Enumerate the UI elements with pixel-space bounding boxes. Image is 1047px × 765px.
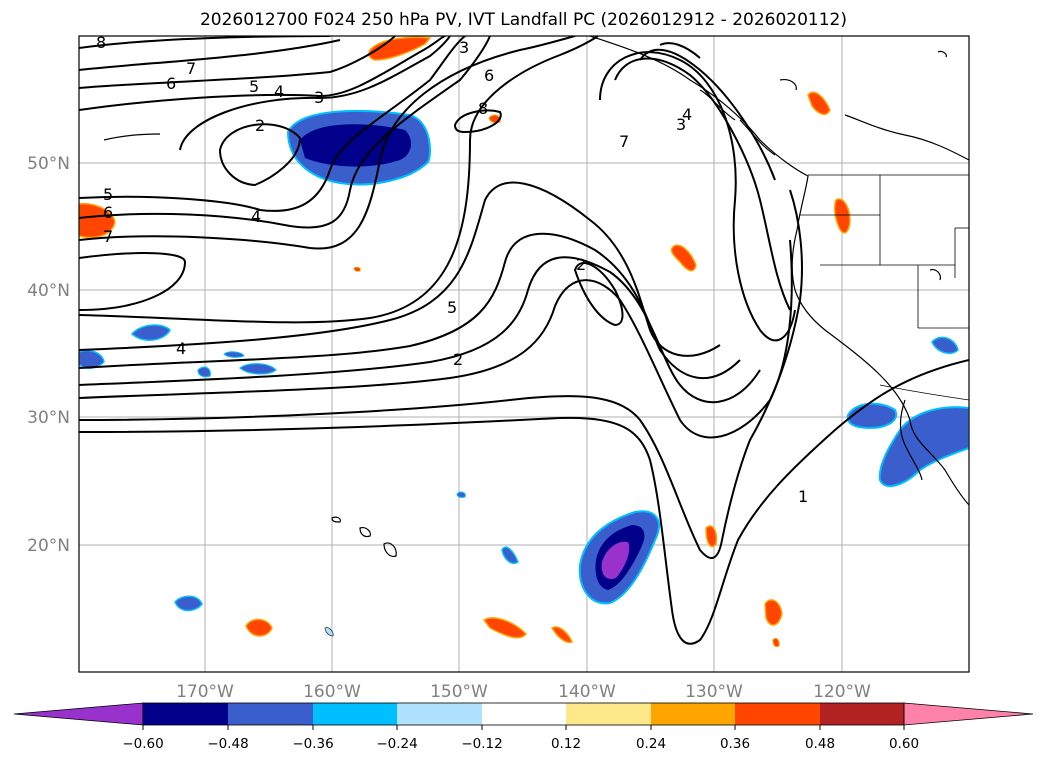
ivt-positive-shading bbox=[79, 36, 851, 648]
contour-label: 4 bbox=[176, 339, 186, 358]
contour-label: 8 bbox=[478, 99, 488, 118]
contour-label: 7 bbox=[103, 227, 113, 246]
contour-label: 7 bbox=[186, 59, 196, 78]
lat-axis-labels: 50°N 40°N 30°N 20°N bbox=[27, 154, 70, 556]
colorbar-tick-label: 0.36 bbox=[720, 736, 750, 752]
contour-label: 3 bbox=[314, 88, 324, 107]
colorbar-segment bbox=[566, 703, 651, 725]
lat-tick-label: 50°N bbox=[27, 154, 70, 174]
colorbar-segment bbox=[313, 703, 397, 725]
colorbar-segment bbox=[482, 703, 566, 725]
colorbar: −0.60 −0.48 −0.36 −0.24 −0.12 0.12 0.24 … bbox=[13, 702, 1034, 752]
lon-axis-labels: 170°W 160°W 150°W 140°W 130°W 120°W bbox=[176, 682, 871, 702]
map-frame bbox=[78, 35, 970, 673]
contour-label: 6 bbox=[103, 203, 113, 222]
contour-label: 2 bbox=[255, 116, 265, 135]
colorbar-tick-label: 0.60 bbox=[889, 736, 919, 752]
colorbar-tick-label: 0.48 bbox=[805, 736, 835, 752]
map-panel: 8 7 6 5 4 3 2 4 5 6 7 4 5 2 2 3 6 8 7 3 bbox=[78, 33, 970, 673]
colorbar-tick-label: −0.60 bbox=[122, 736, 163, 752]
contour-label: 6 bbox=[484, 66, 494, 85]
contour-label: 3 bbox=[459, 38, 469, 57]
lon-tick-label: 140°W bbox=[558, 682, 616, 702]
contour-label: 4 bbox=[682, 105, 692, 124]
colorbar-segment bbox=[397, 703, 482, 725]
colorbar-tick-label: −0.24 bbox=[376, 736, 417, 752]
lon-tick-label: 160°W bbox=[303, 682, 361, 702]
page-title: 2026012700 F024 250 hPa PV, IVT Landfall… bbox=[199, 10, 847, 30]
colorbar-tick-label: 0.24 bbox=[636, 736, 666, 752]
contour-label: 5 bbox=[103, 185, 113, 204]
contour-label: 4 bbox=[274, 82, 284, 101]
coastlines bbox=[103, 36, 969, 557]
contour-label: 2 bbox=[453, 350, 463, 369]
contour-label: 2 bbox=[576, 255, 586, 274]
contour-label: 3 bbox=[676, 115, 686, 134]
colorbar-extend-low bbox=[13, 702, 144, 726]
lat-tick-label: 40°N bbox=[27, 281, 70, 301]
colorbar-extend-high bbox=[903, 702, 1034, 726]
contour-labels: 8 7 6 5 4 3 2 4 5 6 7 4 5 2 2 3 6 8 7 3 bbox=[96, 33, 808, 506]
colorbar-segment bbox=[820, 703, 904, 725]
contour-label: 5 bbox=[249, 77, 259, 96]
lon-tick-label: 120°W bbox=[813, 682, 871, 702]
lat-tick-label: 30°N bbox=[27, 408, 70, 428]
colorbar-segment bbox=[651, 703, 735, 725]
lon-tick-label: 170°W bbox=[176, 682, 234, 702]
contour-label: 6 bbox=[166, 74, 176, 93]
contour-label: 5 bbox=[447, 298, 457, 317]
colorbar-tick-label: −0.48 bbox=[207, 736, 248, 752]
contour-label: 7 bbox=[619, 132, 629, 151]
contour-label: 8 bbox=[96, 33, 106, 52]
colorbar-tick-label: 0.12 bbox=[551, 736, 581, 752]
colorbar-segment bbox=[228, 703, 313, 725]
lon-tick-label: 150°W bbox=[430, 682, 488, 702]
colorbar-ticks bbox=[142, 725, 905, 730]
contour-label: 4 bbox=[251, 207, 261, 226]
colorbar-segment bbox=[735, 703, 820, 725]
political-borders bbox=[800, 174, 969, 401]
lon-tick-label: 130°W bbox=[685, 682, 743, 702]
contour-label: 1 bbox=[798, 487, 808, 506]
colorbar-tick-label: −0.12 bbox=[461, 736, 502, 752]
lat-tick-label: 20°N bbox=[27, 536, 70, 556]
colorbar-segment bbox=[143, 703, 228, 725]
colorbar-tick-label: −0.36 bbox=[292, 736, 333, 752]
